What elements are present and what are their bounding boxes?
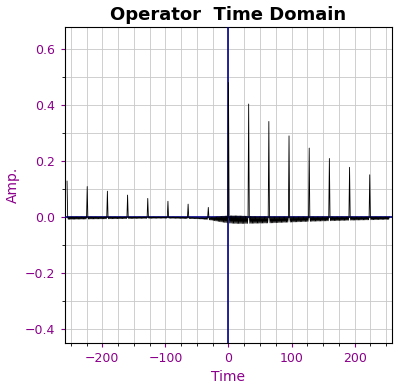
Y-axis label: Amp.: Amp.: [6, 167, 20, 203]
X-axis label: Time: Time: [211, 370, 246, 385]
Title: Operator  Time Domain: Operator Time Domain: [110, 5, 347, 23]
